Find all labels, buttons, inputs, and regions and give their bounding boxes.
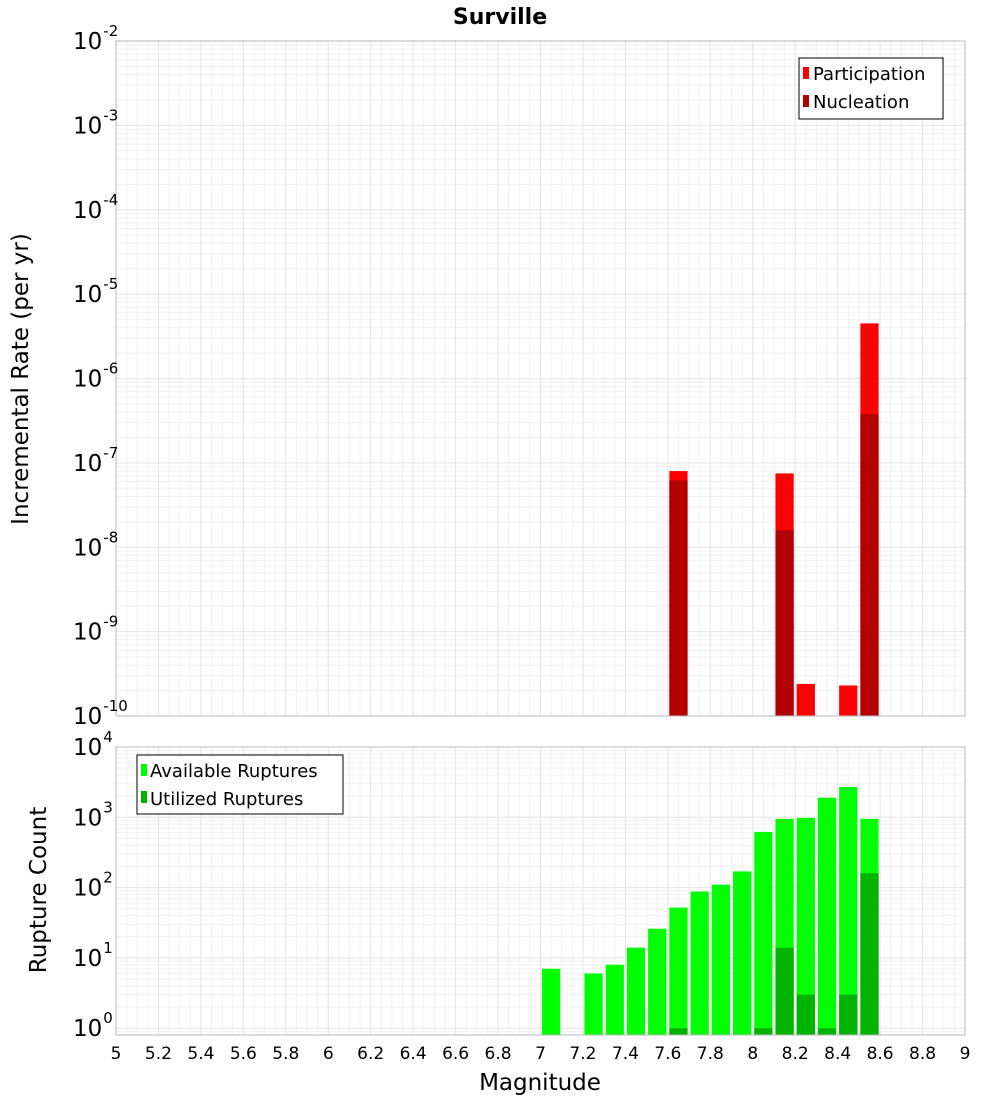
x-tick-label: 6 [323, 1044, 334, 1064]
rate-y-tick-label: 10-10 [73, 697, 128, 730]
count-y-tick-label: 101 [73, 939, 113, 972]
count-plot-frame [115, 746, 966, 1036]
count-bar-utilized-ruptures [860, 873, 879, 1035]
count-bar-available-ruptures [648, 928, 667, 1035]
x-tick-label: 5.8 [272, 1044, 299, 1064]
rate-legend: Participation Nucleation [798, 57, 944, 120]
rate-bar-nucleation [775, 530, 794, 716]
count-y-tick-label: 100 [73, 1009, 113, 1042]
x-tick-label: 7 [535, 1044, 546, 1064]
count-bar-available-ruptures [669, 907, 688, 1035]
x-tick-label: 8.4 [824, 1044, 851, 1064]
count-bar-available-ruptures [733, 871, 752, 1035]
count-bar-utilized-ruptures [754, 1028, 773, 1035]
rate-bar-nucleation [860, 413, 879, 716]
utilized-ruptures-legend-label: Utilized Ruptures [150, 789, 303, 810]
rate-panel: 10-10 10-9 10-8 10-7 10-6 10-5 10-4 10-3 10-2 [73, 22, 966, 730]
rate-legend-box [798, 57, 944, 120]
top-y-axis-label: Incremental Rate (per yr) [8, 233, 34, 525]
rate-y-tick-label: 10-7 [73, 444, 118, 477]
rate-y-tick-label: 10-6 [73, 360, 118, 393]
x-tick-label: 6.6 [442, 1044, 469, 1064]
count-bar-utilized-ruptures [796, 994, 815, 1035]
rupture-count-panel: 100 101 102 103 104 [73, 728, 966, 1042]
count-bar-available-ruptures [817, 797, 837, 1035]
rate-bar-participation [839, 685, 858, 716]
rate-y-tick-label: 10-3 [73, 106, 118, 139]
count-bar-utilized-ruptures [817, 1028, 837, 1035]
x-tick-label: 5.6 [230, 1044, 257, 1064]
nucleation-legend-label: Nucleation [813, 92, 909, 113]
count-bar-available-ruptures [754, 831, 773, 1035]
x-tick-label: 6.2 [357, 1044, 384, 1064]
rupture-count-legend: Available Ruptures Utilized Ruptures [136, 754, 344, 815]
count-bar-available-ruptures [626, 947, 646, 1035]
x-tick-label: 5.4 [187, 1044, 214, 1064]
utilized-ruptures-legend-swatch [141, 791, 147, 803]
count-bar-utilized-ruptures [669, 1028, 688, 1035]
count-bar-available-ruptures [605, 964, 624, 1035]
x-tick-label: 8 [747, 1044, 758, 1064]
rate-y-tick-label: 10-4 [73, 191, 118, 224]
x-tick-label: 7.6 [654, 1044, 681, 1064]
chart-title: Surville [453, 5, 547, 30]
count-bar-available-ruptures [839, 786, 858, 1035]
count-y-tick-label: 104 [73, 728, 113, 761]
participation-legend-label: Participation [813, 64, 925, 85]
x-axis-label: Magnitude [479, 1070, 601, 1096]
available-ruptures-legend-swatch [141, 764, 147, 776]
rate-y-tick-label: 10-5 [73, 275, 118, 308]
x-tick-label: 5.2 [145, 1044, 172, 1064]
count-bar-utilized-ruptures [775, 947, 794, 1035]
x-tick-label: 6.8 [485, 1044, 512, 1064]
count-bar-available-ruptures [796, 817, 815, 1035]
x-tick-label: 7.8 [697, 1044, 724, 1064]
x-tick-label: 7.4 [612, 1044, 639, 1064]
x-tick-labels: 5 5.2 5.4 5.6 5.8 6 6.2 6.4 6.6 6.8 7 7.2 7.4 7.6 7.8 8… [111, 1044, 971, 1064]
rate-y-tick-label: 10-2 [73, 22, 118, 55]
available-ruptures-legend-label: Available Ruptures [150, 761, 318, 782]
rate-y-tick-label: 10-9 [73, 613, 118, 646]
rate-bar-nucleation [669, 480, 688, 716]
bottom-y-axis-label: Rupture Count [26, 807, 52, 973]
rate-y-tick-label: 10-8 [73, 528, 118, 561]
participation-legend-swatch [803, 67, 809, 79]
count-y-tick-label: 102 [73, 869, 113, 902]
rate-plot-frame [115, 40, 966, 717]
rupture-count-legend-box [136, 754, 344, 815]
x-tick-label: 6.4 [400, 1044, 427, 1064]
count-y-tick-label: 103 [73, 798, 113, 831]
count-bar-available-ruptures [542, 968, 561, 1035]
count-bar-available-ruptures [690, 891, 709, 1035]
x-tick-label: 8.2 [782, 1044, 809, 1064]
x-tick-label: 9 [960, 1044, 971, 1064]
x-tick-label: 7.2 [569, 1044, 596, 1064]
x-tick-label: 5 [111, 1044, 122, 1064]
count-bar-available-ruptures [711, 884, 731, 1035]
x-tick-label: 8.8 [909, 1044, 936, 1064]
count-bar-utilized-ruptures [839, 994, 858, 1035]
x-tick-label: 8.6 [867, 1044, 894, 1064]
nucleation-legend-swatch [803, 95, 809, 107]
rate-bar-participation [796, 683, 815, 716]
count-bar-available-ruptures [584, 973, 603, 1035]
